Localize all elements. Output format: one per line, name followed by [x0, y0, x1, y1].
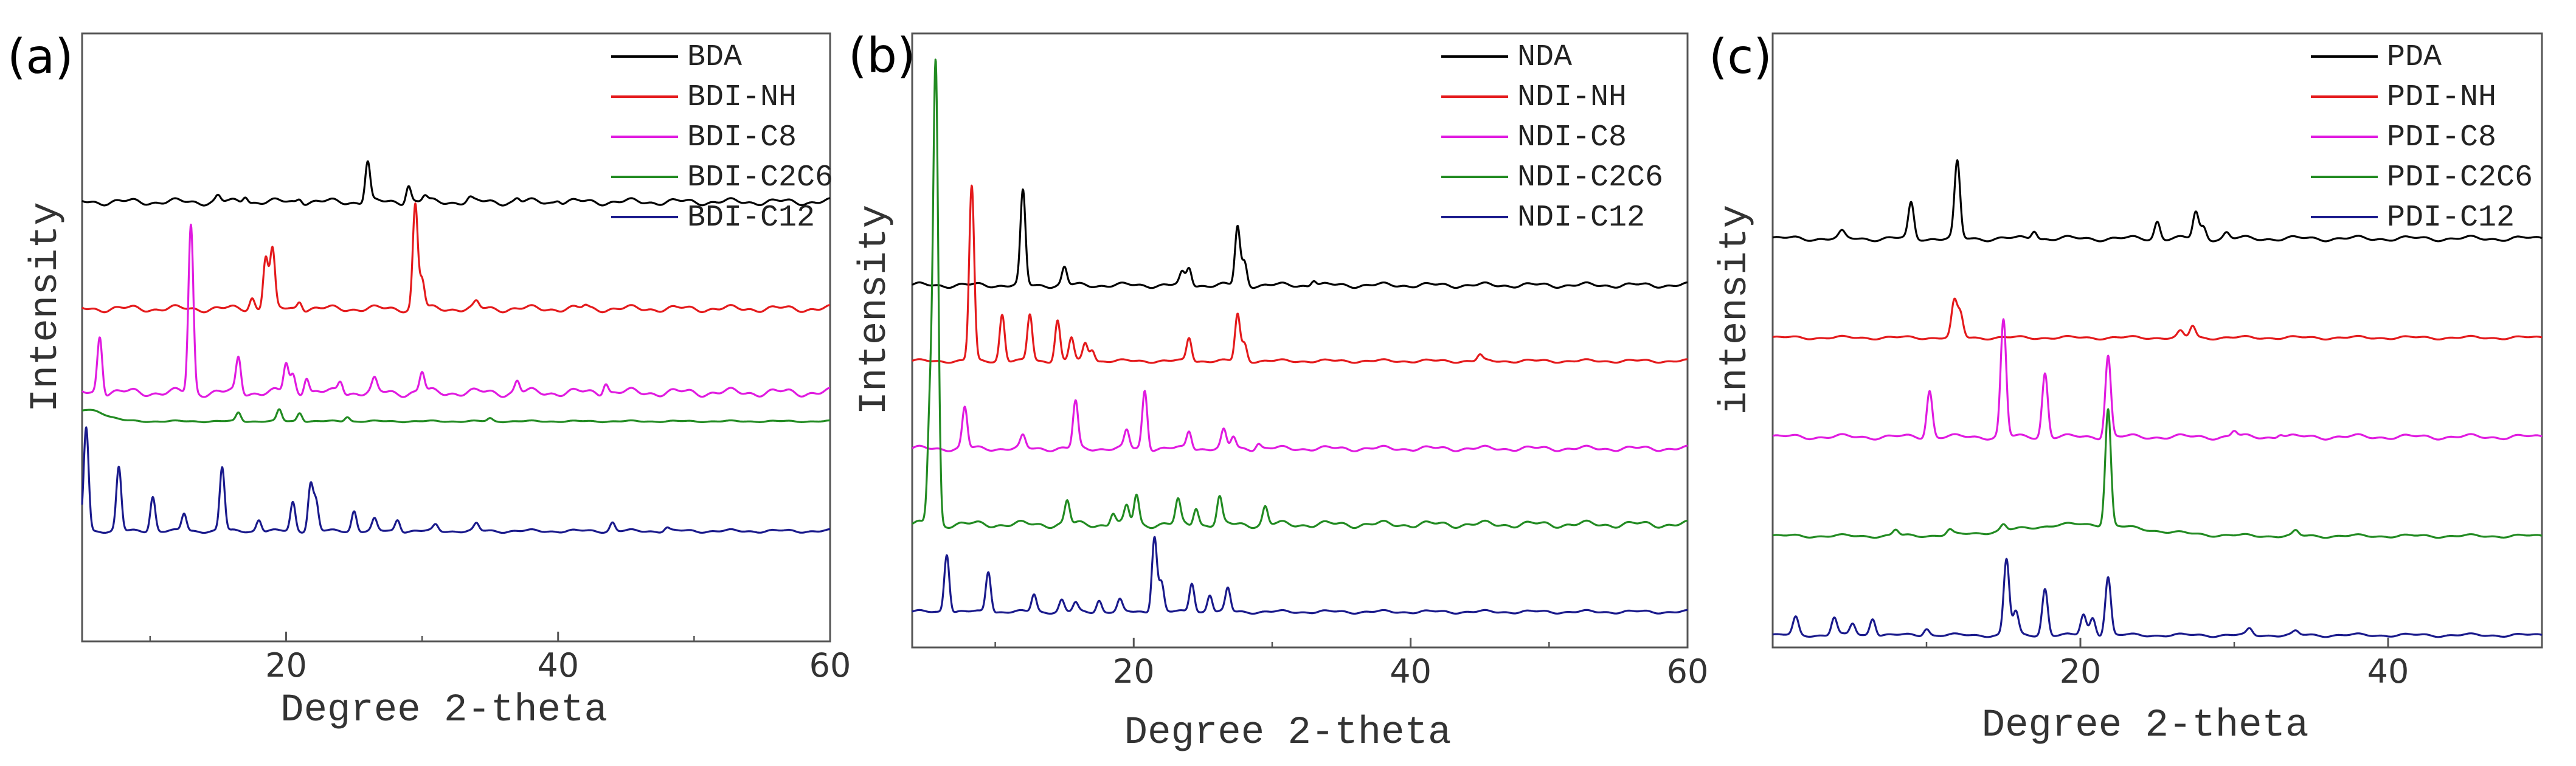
series-line-ndi-nh: [912, 184, 1688, 364]
legend: BDA BDI-NH BDI-C8 BDI-C2C6 BDI-C12: [611, 40, 833, 235]
panel-b: 20 40 60 Degree 2-theta Intensity (b) NDA NDI-N…: [848, 29, 1708, 755]
legend-label-ndi-c8: NDI-C8: [1517, 120, 1627, 155]
x-tick-label: 20: [1113, 652, 1155, 691]
legend-label-bdi-c12: BDI-C12: [687, 201, 815, 235]
series-line-bdi-nh: [81, 202, 831, 314]
panel-label: (b): [848, 29, 915, 83]
panel-label: (a): [7, 30, 74, 85]
series-line-pdi-nh: [1772, 297, 2543, 341]
legend-label-bda: BDA: [687, 40, 742, 75]
x-tick-label: 40: [1390, 652, 1432, 691]
legend-label-bdi-c8: BDI-C8: [687, 120, 797, 155]
x-tick-label: 20: [265, 646, 307, 685]
legend: NDA NDI-NH NDI-C8 NDI-C2C6 NDI-C12: [1441, 40, 1663, 235]
x-tick-label: 60: [809, 646, 851, 685]
y-axis-title: intensity: [1714, 205, 1757, 415]
legend-label-bdi-nh: BDI-NH: [687, 80, 797, 115]
series-line-pdi-c2c6: [1772, 408, 2543, 539]
series-line-bdi-c8: [81, 223, 831, 398]
legend-label-bdi-c2c6: BDI-C2C6: [687, 160, 833, 195]
legend-label-nda: NDA: [1517, 40, 1572, 75]
legend-label-ndi-c2c6: NDI-C2C6: [1517, 160, 1663, 195]
plot-frame: [1771, 32, 2543, 649]
legend-label-pda: PDA: [2387, 40, 2442, 75]
x-tick-label: 60: [1667, 652, 1709, 691]
series-line-ndi-c2c6: [912, 58, 1688, 530]
legend-label-ndi-c12: NDI-C12: [1517, 201, 1645, 235]
series-line-bdi-c2c6: [81, 408, 831, 424]
series-line-pdi-c12: [1772, 557, 2543, 638]
series-line-nda: [912, 188, 1688, 289]
y-axis-title: Intensity: [853, 205, 897, 415]
legend-label-ndi-nh: NDI-NH: [1517, 80, 1627, 115]
series-line-ndi-c8: [912, 390, 1688, 452]
series-line-pdi-c8: [1772, 318, 2543, 441]
series-line-ndi-c12: [912, 536, 1688, 615]
legend-label-pdi-c12: PDI-C12: [2387, 201, 2515, 235]
series-line-bda: [81, 160, 831, 207]
plot-frame: [81, 32, 831, 643]
legend-label-pdi-nh: PDI-NH: [2387, 80, 2496, 115]
panel-label: (c): [1709, 30, 1772, 85]
x-tick-label: 40: [537, 646, 579, 685]
x-tick-label: 40: [2367, 652, 2409, 691]
series-line-bdi-c12: [81, 426, 831, 534]
legend-label-pdi-c8: PDI-C8: [2387, 120, 2496, 155]
x-axis-title: Degree 2-theta: [280, 689, 608, 733]
legend-label-pdi-c2c6: PDI-C2C6: [2387, 160, 2533, 195]
legend: PDA PDI-NH PDI-C8 PDI-C2C6 PDI-C12: [2311, 40, 2533, 235]
x-axis-title: Degree 2-theta: [1982, 704, 2309, 748]
panel-a: 20 40 60 Degree 2-theta Intensity (a) BDA BDI-N…: [7, 30, 851, 733]
x-tick-label: 20: [2060, 652, 2102, 691]
series-line-pda: [1772, 159, 2543, 243]
x-axis-title: Degree 2-theta: [1124, 711, 1452, 755]
y-axis-title: Intensity: [24, 202, 68, 412]
plot-frame: [911, 32, 1689, 649]
